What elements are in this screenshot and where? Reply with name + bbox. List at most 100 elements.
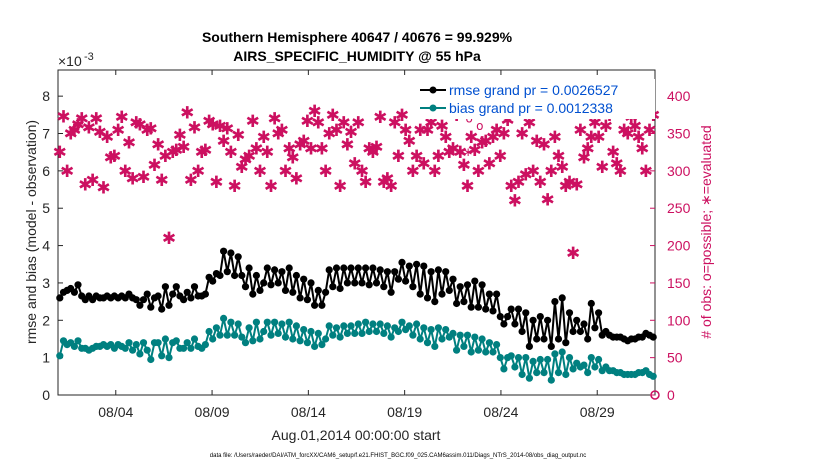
obs-point: ✱ <box>530 132 544 152</box>
rmse-point <box>369 264 377 272</box>
bias-point <box>281 333 290 341</box>
obs-point: ✱ <box>540 190 554 210</box>
rmse-point <box>154 292 162 300</box>
obs-point: ✱ <box>282 139 296 159</box>
bias-point <box>507 352 515 360</box>
obs-point: ✱ <box>158 147 172 167</box>
obs-point: ✱ <box>315 139 329 159</box>
rmse-point <box>216 271 224 280</box>
bias-point <box>296 337 304 345</box>
rmse-point <box>365 281 373 289</box>
bias-point <box>343 329 351 337</box>
obs-point: ✱ <box>224 143 238 163</box>
y2-tick-label: 50 <box>667 350 683 366</box>
rmse-point <box>562 339 570 347</box>
rmse-point <box>336 284 344 293</box>
bias-point <box>329 331 337 339</box>
bias-point <box>223 331 231 339</box>
rmse-point <box>456 283 464 291</box>
obs-point: ✱ <box>329 121 343 141</box>
bias-point <box>347 322 355 330</box>
x-tick-label: 08/04 <box>98 404 133 420</box>
bias-point <box>139 339 148 347</box>
x-axis-label: Aug.01,2014 00:00:00 start <box>272 427 441 443</box>
x-tick-label: 08/19 <box>387 404 422 420</box>
obs-point: ✱ <box>442 143 456 163</box>
obs-point: ✱ <box>409 147 423 167</box>
bias-point <box>227 318 235 326</box>
rmse-point <box>329 283 337 291</box>
obs-point: ✱ <box>136 168 150 188</box>
bias-point <box>405 322 413 330</box>
rmse-point <box>376 266 384 274</box>
rmse-point <box>271 266 279 274</box>
obs-point: ✱ <box>293 136 307 156</box>
obs-point: ✱ <box>369 138 383 158</box>
x-tick-label: 08/09 <box>195 404 230 420</box>
rmse-point <box>482 305 490 313</box>
obs-point: ✱ <box>216 132 230 152</box>
y-tick-label: 8 <box>42 88 50 104</box>
bias-point <box>220 314 228 322</box>
bias-point <box>143 346 151 354</box>
rmse-point <box>493 290 501 298</box>
bias-point <box>478 335 486 343</box>
legend-box <box>416 79 655 119</box>
obs-point: ✱ <box>639 162 653 182</box>
rmse-point <box>318 301 326 309</box>
series-obs: ✱✱✱✱✱✱✱✱✱✱✱✱✱✱✱✱✱✱✱✱✱✱✱✱✱✱✱✱✱✱✱✱✱✱✱✱✱✱✱✱… <box>53 102 661 264</box>
bias-point <box>292 322 300 330</box>
y2-axis-label: # of obs: o=possible; ∗=evaluated <box>698 125 714 338</box>
obs-point: ✱ <box>428 162 442 182</box>
obs-point: ✱ <box>96 178 110 198</box>
obs-point: ✱ <box>235 158 249 178</box>
obs-point: ✱ <box>195 143 209 163</box>
obs-point: ✱ <box>435 117 449 137</box>
obs-point: ✱ <box>366 143 380 163</box>
bias-point <box>398 318 406 326</box>
rmse-point <box>234 253 242 261</box>
rmse-point <box>525 342 534 350</box>
bias-point <box>322 335 330 343</box>
rmse-point <box>544 316 552 324</box>
bias-point <box>376 320 384 328</box>
rmse-point <box>172 283 180 291</box>
bias-point <box>460 342 468 350</box>
y2-tick-label: 150 <box>667 275 691 291</box>
obs-point: ✱ <box>621 125 635 145</box>
rmse-point <box>576 327 585 336</box>
rmse-point <box>398 258 406 266</box>
rmse-point <box>573 316 581 324</box>
bias-point <box>234 320 242 328</box>
rmse-point <box>274 279 282 287</box>
obs-point: ✱ <box>464 128 478 148</box>
obs-point: ✱ <box>275 121 289 141</box>
obs-point: ✱ <box>267 110 281 130</box>
obs-point: ✱ <box>533 173 547 193</box>
bias-point <box>358 329 366 337</box>
obs-point: ✱ <box>380 169 394 189</box>
y2-tick-label: 0 <box>667 387 675 403</box>
obs-point: ✱ <box>318 162 332 182</box>
obs-point: ✱ <box>468 141 482 161</box>
rmse-point <box>74 281 82 289</box>
y2-tick-label: 350 <box>667 126 691 142</box>
rmse-point <box>307 279 315 287</box>
obs-point: ✱ <box>642 121 656 141</box>
rmse-point <box>311 301 319 309</box>
rmse-point <box>165 301 173 309</box>
rmse-point <box>201 290 209 298</box>
bias-point <box>303 339 311 347</box>
bias-point <box>318 341 326 349</box>
y2-tick-label: 100 <box>667 312 691 328</box>
rmse-point <box>442 268 450 276</box>
bias-point <box>587 354 595 362</box>
obs-point: ✱ <box>169 141 183 161</box>
legend: rmse grand pr = 0.0026527 bias grand pr … <box>416 79 655 119</box>
rmse-point <box>227 249 235 257</box>
obs-point: ✱ <box>246 112 260 132</box>
bias-point <box>165 354 173 362</box>
obs-point: ✱ <box>351 113 365 133</box>
bias-point <box>383 322 391 330</box>
